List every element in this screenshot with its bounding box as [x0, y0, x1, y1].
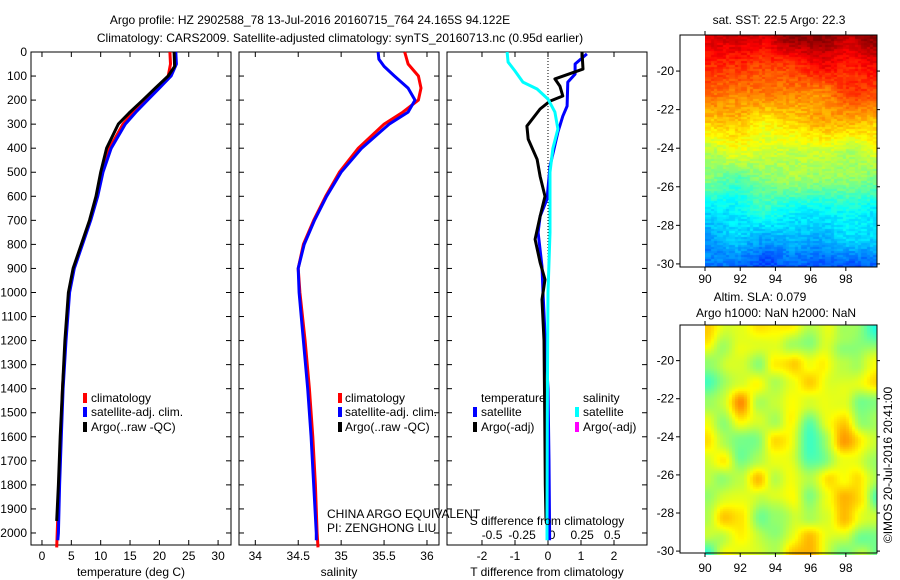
legend-marker-argo [83, 422, 87, 432]
sla-map-title: Altim. SLA: 0.079 [714, 290, 807, 304]
legend-label: Argo(-adj) [481, 420, 534, 434]
y-tick-label: 200 [7, 93, 27, 107]
salinity-panel: 34 34.5 35 35.5 36 [238, 51, 440, 563]
y-tick-label: 1400 [0, 382, 27, 396]
y-tick-label: 600 [7, 189, 27, 203]
sla-map-image [705, 325, 877, 555]
salinity-legend: climatology satellite-adj. clim. Argo(..… [338, 391, 437, 434]
difference-axes-box [446, 51, 648, 546]
x-tick-label: 10 [94, 549, 108, 563]
y-tick-label: 1200 [0, 334, 27, 348]
legend-label: Argo(..raw -QC) [91, 420, 176, 434]
temperature-axis-label: temperature (deg C) [77, 565, 185, 579]
figure-title-line1: Argo profile: HZ 2902588_78 13-Jul-2016 … [110, 13, 510, 27]
y-tick-label: 0 [20, 45, 27, 59]
y-tick-label: 1800 [0, 478, 27, 492]
legend-label: Argo(-adj) [583, 420, 636, 434]
salinity-axes-box [238, 51, 440, 546]
legend-label: climatology [91, 391, 151, 405]
pi-annotation: PI: ZENGHONG LIU [327, 521, 436, 535]
y-tick-label: 700 [7, 213, 27, 227]
x-tick-label: 34 [249, 549, 263, 563]
x-tick-label: 1 [578, 549, 585, 563]
difference-legend: temperature salinity satellite Argo(-adj… [473, 391, 636, 434]
y-tick-label: 900 [7, 261, 27, 275]
legend-marker-satellite [83, 407, 87, 417]
legend-label: climatology [345, 391, 405, 405]
figure-title-line2: Climatology: CARS2009. Satellite-adjuste… [97, 31, 583, 45]
x2-tick-label: -0.5 [482, 528, 503, 542]
x-tick-label: 15 [123, 549, 137, 563]
legend-label: Argo(..raw -QC) [345, 420, 430, 434]
legend-label: satellite [583, 405, 624, 419]
y-tick-label: 500 [7, 165, 27, 179]
legend-label: satellite-adj. clim. [91, 405, 183, 419]
legend-label: satellite [481, 405, 522, 419]
x-tick-label: 30 [211, 549, 225, 563]
x-tick-label: 2 [611, 549, 618, 563]
legend-marker-satellite [338, 407, 342, 417]
x-tick-label: -2 [477, 549, 488, 563]
x-tick-label: 35.5 [372, 549, 396, 563]
x-tick-label: 35 [334, 549, 348, 563]
legend-marker-t-argo [473, 422, 477, 432]
legend-marker-climatology [83, 393, 87, 403]
series-line-argo-raw-qc- [55, 51, 177, 522]
sla-map-subtitle: Argo h1000: NaN h2000: NaN [696, 306, 856, 320]
float-type-annotation: CHINA ARGO EQUIVALENT [327, 507, 481, 521]
difference-panel: -2 -1 0 1 2 -0.5 -0.25 0 0.25 0.5 [446, 51, 648, 563]
legend-marker-s-argo [575, 422, 579, 432]
y-tick-label: 1900 [0, 502, 27, 516]
series-line-climatology [296, 51, 423, 548]
y-tick-label: 2000 [0, 526, 27, 540]
x-tick-label: 5 [68, 549, 75, 563]
temperature-panel: 0100200300400500600700800900100011001200… [0, 45, 232, 563]
series-line-t-argo-adj- [525, 51, 585, 522]
s-diff-axis-label: S difference from climatology [470, 514, 625, 528]
x2-tick-label: 0.25 [570, 528, 594, 542]
x-tick-label: 36 [420, 549, 434, 563]
legend-marker-s-satellite [575, 407, 579, 417]
x-tick-label: -1 [510, 549, 521, 563]
legend-marker-t-satellite [473, 407, 477, 417]
y-tick-label: 100 [7, 69, 27, 83]
y-tick-label: 1300 [0, 358, 27, 372]
y-tick-label: 1700 [0, 454, 27, 468]
y-tick-label: 1500 [0, 406, 27, 420]
x2-tick-label: -0.25 [508, 528, 536, 542]
y-tick-label: 1000 [0, 285, 27, 299]
x-tick-label: 34.5 [287, 549, 311, 563]
legend-label: satellite-adj. clim. [345, 405, 437, 419]
series-line-climatology [55, 51, 172, 548]
x2-tick-label: 0 [549, 528, 556, 542]
x-tick-label: 25 [182, 549, 196, 563]
y-tick-label: 400 [7, 141, 27, 155]
legend-header-salinity: salinity [583, 391, 620, 405]
y-tick-label: 300 [7, 117, 27, 131]
y-tick-label: 1100 [1, 310, 27, 324]
x-tick-label: 20 [153, 549, 167, 563]
legend-marker-argo [338, 422, 342, 432]
x2-tick-label: 0.5 [604, 528, 621, 542]
legend-header-temperature: temperature [481, 391, 546, 405]
sst-map-title: sat. SST: 22.5 Argo: 22.3 [713, 13, 846, 27]
x-tick-label: 0 [545, 549, 552, 563]
series-line-satellite-adj-clim- [296, 51, 417, 541]
y-tick-label: 800 [7, 237, 27, 251]
y-tick-label: 1600 [0, 430, 27, 444]
x-tick-label: 0 [39, 549, 46, 563]
series-line-s-satellite [505, 51, 560, 541]
credit-timestamp: ©IMOS 20-Jul-2016 20:41:00 [881, 387, 895, 544]
salinity-axis-label: salinity [321, 565, 358, 579]
legend-marker-climatology [338, 393, 342, 403]
temperature-legend: climatology satellite-adj. clim. Argo(..… [83, 391, 183, 434]
sst-map-image [705, 35, 877, 267]
temperature-axes-box [30, 51, 232, 546]
t-diff-axis-label: T difference from climatology [470, 565, 624, 579]
